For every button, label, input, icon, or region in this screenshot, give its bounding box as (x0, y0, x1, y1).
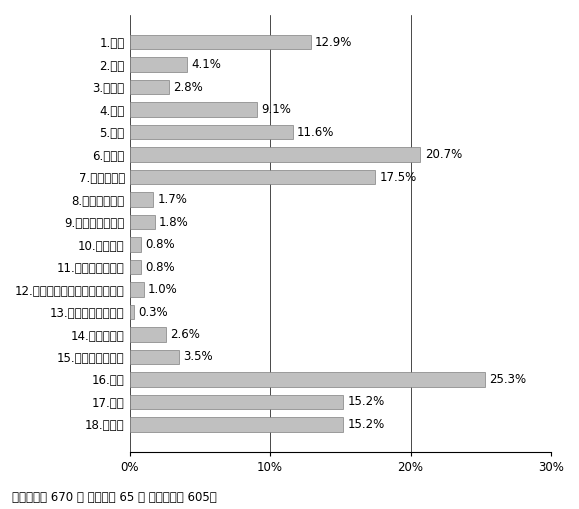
Text: 25.3%: 25.3% (489, 373, 526, 386)
Text: 【対象者数 670 ／ 不明者数 65 ／ 有効回答数 605】: 【対象者数 670 ／ 不明者数 65 ／ 有効回答数 605】 (12, 491, 217, 504)
Text: 2.8%: 2.8% (173, 80, 203, 94)
Text: 15.2%: 15.2% (347, 395, 384, 408)
Bar (130, 147, 420, 162)
Bar (130, 35, 311, 49)
Text: 12.9%: 12.9% (315, 36, 353, 49)
Text: 0.8%: 0.8% (145, 238, 175, 251)
Bar (130, 305, 134, 319)
Text: 20.7%: 20.7% (424, 148, 462, 161)
Bar (130, 394, 343, 409)
Bar (130, 327, 166, 342)
Bar (130, 80, 169, 95)
Bar (130, 215, 155, 230)
Bar (130, 58, 187, 72)
Text: 4.1%: 4.1% (192, 58, 221, 71)
Text: 15.2%: 15.2% (347, 418, 384, 431)
Text: 2.6%: 2.6% (170, 328, 200, 341)
Bar (130, 417, 343, 432)
Bar (130, 170, 375, 184)
Bar (130, 237, 141, 252)
Text: 1.7%: 1.7% (157, 193, 188, 206)
Bar (130, 125, 292, 139)
Text: 1.8%: 1.8% (159, 216, 189, 229)
Text: 0.3%: 0.3% (138, 305, 168, 319)
Bar (130, 282, 144, 297)
Text: 9.1%: 9.1% (262, 103, 292, 116)
Text: 17.5%: 17.5% (380, 171, 417, 184)
Bar (130, 372, 485, 387)
Text: 0.8%: 0.8% (145, 261, 175, 273)
Bar (130, 102, 258, 117)
Text: 11.6%: 11.6% (297, 126, 334, 138)
Bar (130, 350, 179, 364)
Bar (130, 260, 141, 274)
Text: 3.5%: 3.5% (183, 351, 212, 363)
Bar (130, 192, 153, 207)
Text: 1.0%: 1.0% (148, 283, 178, 296)
